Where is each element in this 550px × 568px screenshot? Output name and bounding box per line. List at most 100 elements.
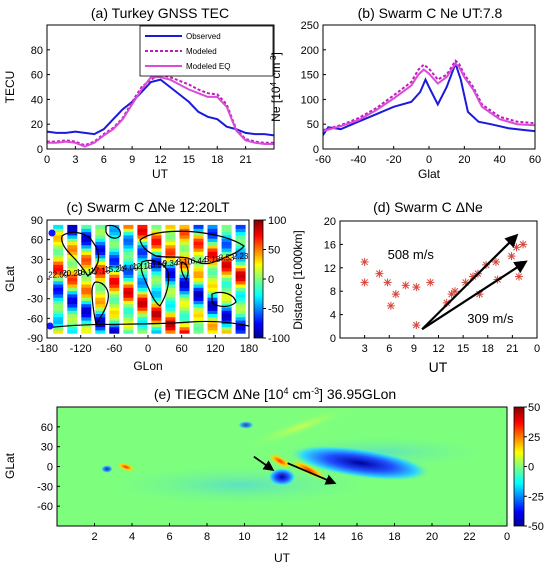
track-segment xyxy=(179,300,190,305)
track-segment xyxy=(67,244,78,249)
track-segment xyxy=(235,320,246,324)
track-segment xyxy=(221,283,232,288)
track-segment xyxy=(235,297,246,301)
colorbar-tick-label: -50 xyxy=(528,521,544,533)
track-segment xyxy=(109,234,120,239)
track-segment xyxy=(123,310,134,314)
data-point xyxy=(360,278,369,287)
track-segment xyxy=(165,297,176,301)
track-segment xyxy=(95,274,106,278)
track-label: 3.53 xyxy=(219,253,235,262)
x-tick-label: 0 xyxy=(145,343,151,355)
track-segment xyxy=(53,316,64,321)
track-segment xyxy=(151,261,162,265)
x-tick-label: 60 xyxy=(529,154,541,166)
track-segment xyxy=(193,277,204,282)
track-segment xyxy=(67,326,78,331)
track-segment xyxy=(109,313,120,318)
data-point-stroke xyxy=(392,290,400,298)
track-segment xyxy=(179,238,190,242)
track-segment xyxy=(81,316,92,321)
track-segment xyxy=(207,254,218,259)
track-segment xyxy=(67,329,78,334)
track-segment xyxy=(179,280,190,285)
track-segment xyxy=(81,254,92,259)
track-segment xyxy=(235,257,246,262)
colorbar-tick-label: 0 xyxy=(268,274,274,286)
track-segment xyxy=(53,310,64,314)
track-segment xyxy=(179,290,190,295)
x-tick-label: -40 xyxy=(350,154,366,166)
track-segment xyxy=(95,283,106,288)
x-tick-label: 0 xyxy=(504,531,510,543)
track-segment xyxy=(165,267,176,272)
track-segment xyxy=(123,280,134,285)
track-segment xyxy=(151,329,162,334)
track-segment xyxy=(81,251,92,255)
track-segment xyxy=(53,277,64,282)
track-segment xyxy=(221,326,232,331)
track-segment xyxy=(109,274,120,278)
data-point-stroke xyxy=(443,299,451,307)
track-segment xyxy=(165,280,176,285)
track-segment xyxy=(123,316,134,321)
track-segment xyxy=(193,303,204,308)
data-point-stroke xyxy=(492,258,500,266)
track-segment xyxy=(165,234,176,239)
coast-greenland xyxy=(105,224,121,239)
track-segment xyxy=(193,257,204,262)
track-segment xyxy=(67,283,78,288)
track-segment xyxy=(95,316,106,321)
track-segment xyxy=(193,297,204,301)
track-segment xyxy=(221,293,232,298)
track-segment xyxy=(137,290,148,295)
legend-label-modeled: Modeled xyxy=(186,47,217,56)
x-tick-label: 6 xyxy=(166,531,172,543)
track-segment xyxy=(67,231,78,236)
track-segment xyxy=(53,323,64,328)
heatmap-blob-soft-yellow xyxy=(243,407,357,449)
colorbar-tick-label: 0 xyxy=(528,462,534,474)
panel-e-yticks: 60 30 0 -30 -60 xyxy=(37,422,60,513)
track-segment xyxy=(221,316,232,321)
track-segment xyxy=(53,234,64,239)
track-segment xyxy=(165,257,176,262)
x-tick-label: 20 xyxy=(458,154,470,166)
track-segment xyxy=(179,277,190,282)
track-segment xyxy=(179,326,190,331)
data-point xyxy=(514,272,523,281)
panel-d-xticks: 3 6 9 12 15 18 21 0 xyxy=(362,335,540,355)
panel-b-title: (b) Swarm C Ne UT:7.8 xyxy=(358,5,503,21)
track-segment xyxy=(221,224,232,229)
track-segment xyxy=(193,290,204,295)
track-segment xyxy=(123,303,134,308)
data-point xyxy=(401,281,410,290)
track-segment xyxy=(53,290,64,295)
panel-e-heatmap xyxy=(57,407,507,526)
track-segment xyxy=(221,264,232,269)
track-segment xyxy=(53,283,64,288)
track-segment xyxy=(151,280,162,285)
track-segment xyxy=(165,251,176,255)
x-tick-label: 20 xyxy=(426,531,438,543)
x-tick-label: -60 xyxy=(106,343,122,355)
data-point-stroke xyxy=(519,241,527,248)
track-segment xyxy=(165,274,176,278)
y-tick-label: 60 xyxy=(31,235,43,247)
track-segment xyxy=(95,257,106,262)
track-segment xyxy=(123,228,134,233)
track-segment xyxy=(179,306,190,311)
track-segment xyxy=(109,280,120,285)
y-tick-label: 16 xyxy=(324,239,336,251)
track-segment xyxy=(207,244,218,249)
track-segment xyxy=(81,277,92,282)
coast-africa xyxy=(140,259,170,307)
heatmap-blob-negative-south xyxy=(268,468,296,486)
velocity-arrow xyxy=(421,233,519,331)
track-segment xyxy=(95,310,106,314)
track-segment xyxy=(179,283,190,288)
track-segment xyxy=(235,287,246,292)
propagation-arrow xyxy=(287,462,337,485)
x-tick-label: 14 xyxy=(313,531,325,543)
panel-c-colorbar xyxy=(253,219,264,339)
